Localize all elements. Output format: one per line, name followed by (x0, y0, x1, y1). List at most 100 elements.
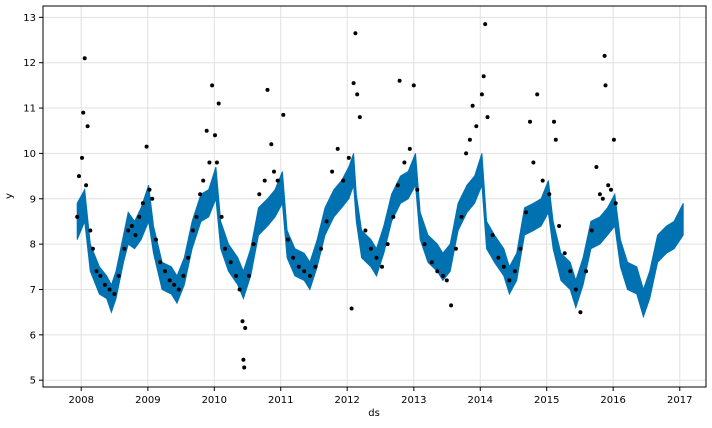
observed-point (609, 187, 613, 192)
observed-point (144, 144, 149, 149)
observed-point (429, 260, 434, 265)
y-tick-label: 5 (30, 376, 36, 387)
observed-point (611, 137, 616, 142)
observed-point (467, 137, 472, 142)
observed-point (223, 246, 227, 251)
x-axis-label: ds (368, 408, 380, 419)
observed-point (422, 242, 427, 247)
observed-point (507, 278, 512, 283)
observed-point (501, 264, 506, 269)
observed-point (349, 306, 354, 311)
x-tick-label: 2017 (667, 395, 692, 406)
observed-point (319, 246, 323, 251)
observed-point (485, 115, 490, 120)
observed-point (553, 137, 558, 142)
observed-point (154, 237, 158, 242)
x-axis-ticks: 2008 2009 2010 2011 2012 2013 2014 2015 2016 2017 (69, 387, 693, 406)
observed-point (374, 255, 379, 260)
forecast-band-layer (76, 153, 684, 319)
observed-point (77, 174, 81, 179)
observed-point (126, 228, 131, 233)
observed-point (234, 273, 239, 278)
observed-point (204, 128, 209, 133)
y-tick-label: 13 (23, 13, 36, 24)
observed-point (479, 92, 484, 97)
observed-point (313, 264, 318, 269)
observed-point (210, 83, 215, 88)
observed-point (275, 178, 280, 183)
observed-point (291, 255, 296, 260)
y-tick-label: 12 (23, 58, 36, 69)
observed-point (573, 287, 578, 292)
observed-point (483, 22, 488, 27)
observed-point (496, 255, 501, 260)
observed-point (286, 237, 290, 242)
x-tick-label: 2009 (135, 395, 160, 406)
observed-point (568, 269, 573, 274)
observed-point (552, 119, 556, 124)
observed-point (94, 269, 99, 274)
observed-point (449, 303, 454, 308)
observed-point (84, 183, 89, 188)
observed-point (435, 269, 440, 274)
observed-point (324, 219, 329, 224)
observed-point (240, 319, 245, 324)
plot-background (43, 6, 706, 387)
observed-point (395, 183, 400, 188)
y-axis-ticks: 5 6 7 8 9 10 11 12 13 (23, 13, 43, 387)
observed-point (140, 201, 145, 206)
observed-point (207, 160, 212, 165)
observed-point (241, 357, 246, 362)
forecast-band (76, 153, 684, 319)
observed-point (411, 83, 416, 88)
observed-point (584, 269, 588, 274)
grid-lines (43, 6, 706, 387)
observed-point (198, 192, 203, 197)
observed-point (440, 273, 445, 278)
observed-point (213, 133, 217, 138)
observed-point (163, 269, 167, 274)
observed-point (481, 74, 486, 79)
observed-point (397, 78, 402, 83)
observed-point (330, 169, 335, 174)
x-tick-label: 2012 (334, 395, 359, 406)
observed-point (603, 83, 608, 88)
observed-points-layer (75, 22, 618, 370)
observed-point (88, 228, 93, 233)
y-tick-label: 7 (30, 285, 36, 296)
y-axis-label: y (4, 193, 15, 199)
observed-point (176, 287, 181, 292)
observed-point (557, 224, 562, 228)
x-tick-label: 2014 (468, 395, 493, 406)
observed-point (150, 196, 155, 201)
observed-point (368, 246, 373, 251)
x-tick-label: 2015 (534, 395, 559, 406)
observed-point (613, 201, 618, 206)
y-tick-label: 10 (23, 149, 36, 160)
observed-point (357, 115, 362, 120)
observed-point (102, 282, 107, 287)
observed-point (228, 260, 233, 265)
observed-point (385, 242, 390, 247)
observed-point (391, 214, 396, 219)
observed-point (262, 178, 267, 183)
observed-point (380, 264, 384, 269)
observed-point (75, 214, 80, 219)
observed-point (201, 178, 206, 183)
observed-point (251, 242, 256, 247)
observed-point (302, 269, 307, 274)
observed-point (524, 210, 529, 215)
observed-point (597, 192, 602, 197)
observed-point (133, 233, 138, 238)
observed-point (214, 160, 219, 165)
observed-point (296, 264, 301, 269)
observed-point (194, 214, 199, 219)
observed-point (470, 103, 475, 108)
observed-point (137, 214, 142, 219)
observed-point (444, 278, 449, 283)
observed-point (464, 151, 469, 156)
observed-point (589, 228, 594, 233)
observed-point (363, 228, 368, 233)
observed-point (402, 160, 407, 165)
